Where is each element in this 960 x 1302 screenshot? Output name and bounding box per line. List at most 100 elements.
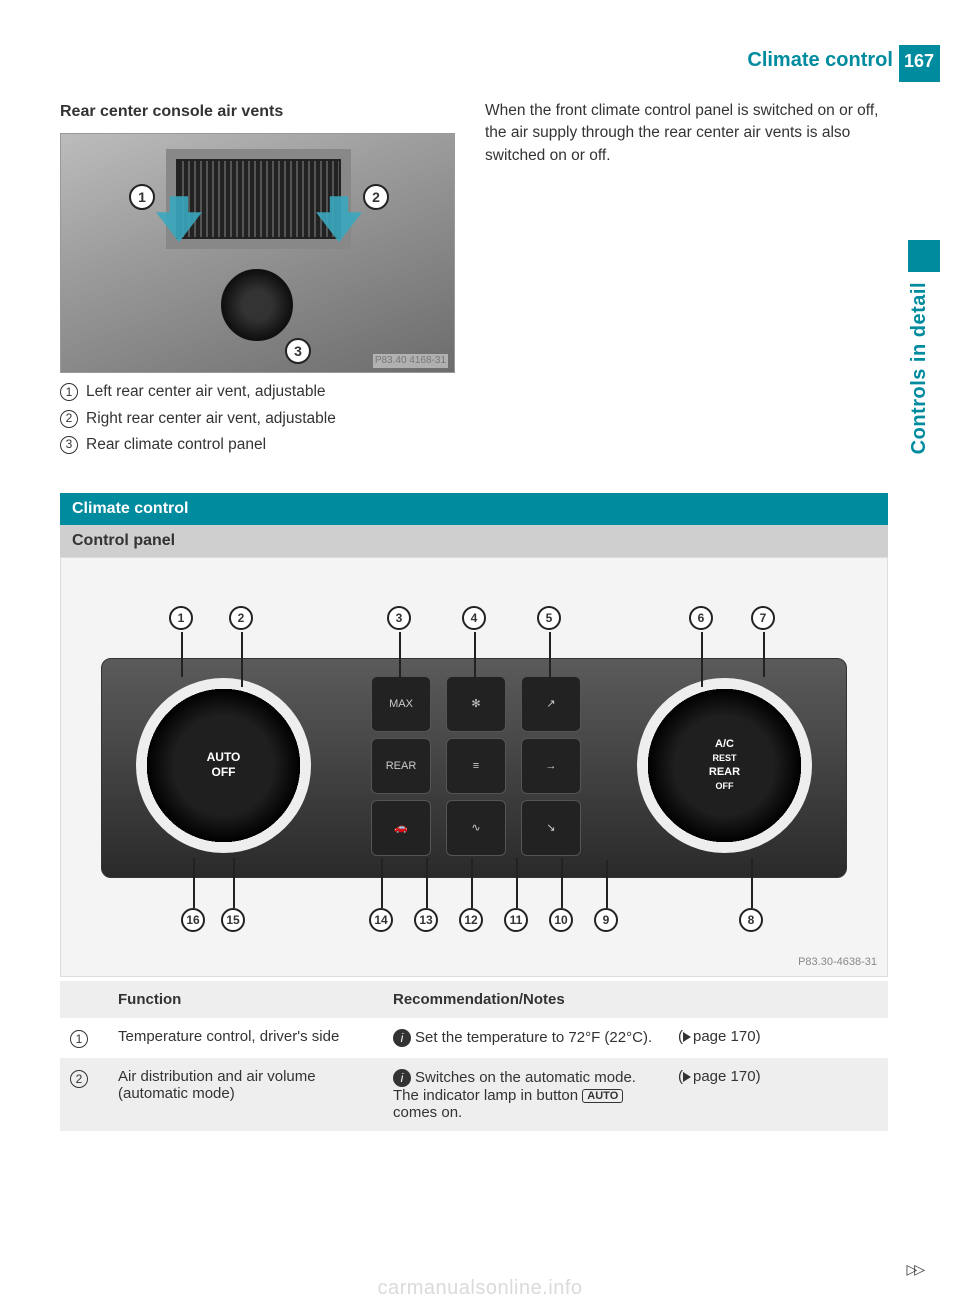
vent-grille: [176, 159, 341, 239]
button-col-1: MAX REAR 🚗: [371, 676, 431, 856]
legend-text: Rear climate control panel: [86, 434, 266, 456]
row-page: (page 170): [668, 1018, 888, 1058]
legend-num: 1: [60, 383, 78, 401]
top-callout: 2: [229, 606, 253, 630]
row-note-post: comes on.: [393, 1104, 462, 1121]
right-column-paragraph: When the front climate control panel is …: [485, 100, 888, 167]
left-dial: AUTOOFF: [136, 678, 311, 853]
legend-item: 2 Right rear center air vent, adjustable: [60, 408, 463, 430]
top-callout: 4: [462, 606, 486, 630]
legend-item: 3 Rear climate control panel: [60, 434, 463, 456]
row-num: 1: [60, 1018, 108, 1058]
top-callout: 3: [387, 606, 411, 630]
top-callout: 7: [751, 606, 775, 630]
row-func: Air distribution and air volume (automat…: [108, 1058, 383, 1131]
right-dial-off: OFF: [715, 781, 733, 791]
row-note: iSwitches on the automatic mode. The ind…: [383, 1058, 668, 1131]
callout-line: [241, 632, 243, 687]
callout-line: [474, 632, 476, 677]
top-callout: 6: [689, 606, 713, 630]
right-dial: A/CRESTREAROFF: [637, 678, 812, 853]
callout-line: [193, 858, 195, 908]
table-row: 2 Air distribution and air volume (autom…: [60, 1058, 888, 1131]
row-note-text: Set the temperature to 72°F (22°C).: [415, 1029, 652, 1046]
header-title: Climate control: [747, 45, 899, 72]
callout-line: [751, 858, 753, 908]
callout-line: [381, 858, 383, 908]
th-blank: [60, 981, 108, 1018]
info-icon: i: [393, 1069, 411, 1087]
bottom-callout: 9: [594, 908, 618, 932]
legend-num: 2: [60, 410, 78, 428]
callout-line: [561, 858, 563, 908]
btn-air-up: ↗: [521, 676, 581, 732]
triangle-icon: [683, 1032, 691, 1042]
callout-line: [181, 632, 183, 677]
callout-line: [701, 632, 703, 687]
bottom-callout: 16: [181, 908, 205, 932]
function-table: Function Recommendation/Notes 1 Temperat…: [60, 981, 888, 1131]
row-page: (page 170): [668, 1058, 888, 1131]
right-dial-ac: A/C: [715, 738, 734, 750]
row-num: 2: [60, 1058, 108, 1131]
bottom-callout: 13: [414, 908, 438, 932]
legend-item: 1 Left rear center air vent, adjustable: [60, 381, 463, 403]
btn-max: MAX: [371, 676, 431, 732]
section-title: Climate control: [60, 493, 888, 525]
button-col-2: ✻ ≡ ∿: [446, 676, 506, 856]
top-callout: 1: [169, 606, 193, 630]
bottom-callout: 10: [549, 908, 573, 932]
row-func: Temperature control, driver's side: [108, 1018, 383, 1058]
th-function: Function: [108, 981, 383, 1018]
th-page: [668, 981, 888, 1018]
legend-text: Left rear center air vent, adjustable: [86, 381, 326, 403]
table-header-row: Function Recommendation/Notes: [60, 981, 888, 1018]
callout-line: [399, 632, 401, 677]
bottom-callout: 8: [739, 908, 763, 932]
table-row: 1 Temperature control, driver's side iSe…: [60, 1018, 888, 1058]
legend-num: 3: [60, 436, 78, 454]
callout-line: [516, 858, 518, 908]
side-tab-label: Controls in detail: [908, 282, 931, 454]
callout-line: [426, 858, 428, 908]
callout-line: [763, 632, 765, 677]
page-header: Climate control 167: [747, 45, 940, 82]
btn-air-down: ↘: [521, 800, 581, 856]
btn-recirculate: 🚗: [371, 800, 431, 856]
button-col-3: ↗ → ↘: [521, 676, 581, 856]
left-dial-auto: AUTO: [207, 750, 241, 764]
row-note: iSet the temperature to 72°F (22°C).: [383, 1018, 668, 1058]
watermark: carmanualsonline.info: [0, 1277, 960, 1300]
section-subtitle: Control panel: [60, 525, 888, 557]
left-dial-off: OFF: [212, 765, 236, 779]
rear-vents-figure: 1 2 3: [60, 133, 455, 373]
callout-line: [606, 860, 608, 908]
row-page-text: page 170: [693, 1068, 756, 1085]
side-tab: Controls in detail: [908, 240, 940, 480]
auto-badge: AUTO: [582, 1089, 623, 1103]
callout-line: [471, 858, 473, 908]
bottom-callout: 12: [459, 908, 483, 932]
bottom-callout: 15: [221, 908, 245, 932]
th-notes: Recommendation/Notes: [383, 981, 668, 1018]
page-number: 167: [899, 45, 940, 82]
continue-arrows-icon: ▷▷: [906, 1261, 922, 1278]
legend-text: Right rear center air vent, adjustable: [86, 408, 336, 430]
side-tab-marker: [908, 240, 940, 272]
callout-line: [233, 858, 235, 908]
row-num-circle: 2: [70, 1070, 88, 1088]
btn-air-mid: →: [521, 738, 581, 794]
bottom-callout: 14: [369, 908, 393, 932]
triangle-icon: [683, 1072, 691, 1082]
callout-3: 3: [285, 338, 311, 364]
rear-dial: [221, 269, 293, 341]
btn-fan: ✻: [446, 676, 506, 732]
callout-line: [549, 632, 551, 677]
bottom-callout: 11: [504, 908, 528, 932]
info-icon: i: [393, 1029, 411, 1047]
control-panel-figure: AUTOOFF A/CRESTREAROFF MAX REAR 🚗 ✻ ≡ ∿ …: [60, 557, 888, 977]
row-page-text: page 170: [693, 1028, 756, 1045]
right-dial-rear: REAR: [709, 766, 740, 778]
btn-rear-defrost: REAR: [371, 738, 431, 794]
btn-wave: ∿: [446, 800, 506, 856]
